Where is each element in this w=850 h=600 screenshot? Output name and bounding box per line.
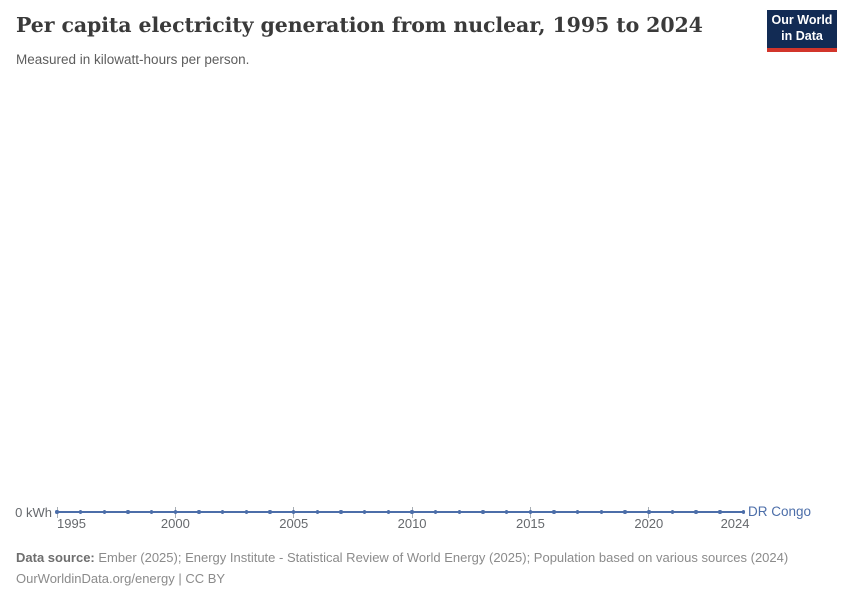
footer-links-line: OurWorldinData.org/energy | CC BY <box>16 569 816 590</box>
data-point-marker <box>386 510 391 514</box>
x-axis-tick-label: 2000 <box>160 516 190 531</box>
footer-license[interactable]: CC BY <box>185 570 226 586</box>
data-point-marker <box>599 510 604 514</box>
data-point-marker <box>623 510 627 514</box>
x-axis-tick-label: 2010 <box>397 516 427 531</box>
data-point-marker <box>55 510 59 514</box>
data-point-marker <box>741 510 746 514</box>
data-point-marker <box>78 510 83 514</box>
data-point-marker <box>718 510 722 514</box>
data-point-marker <box>221 510 225 514</box>
data-point-marker <box>363 510 367 514</box>
data-point-marker <box>102 510 107 514</box>
data-source-text: Ember (2025); Energy Institute - Statist… <box>94 550 789 565</box>
data-point-marker <box>149 510 154 514</box>
series-line-dr-congo <box>57 511 744 513</box>
data-point-marker <box>694 510 698 514</box>
x-axis-tick-label: 2024 <box>720 516 750 531</box>
x-axis-tick-label: 2005 <box>279 516 309 531</box>
data-point-marker <box>505 510 509 514</box>
chart-title: Per capita electricity generation from n… <box>16 13 703 37</box>
data-point-marker <box>126 510 130 514</box>
data-point-marker <box>457 510 462 514</box>
footer: Data source: Ember (2025); Energy Instit… <box>16 548 816 589</box>
data-point-marker <box>528 510 533 514</box>
data-point-marker <box>410 510 414 514</box>
logo-text-line1: Our World <box>771 13 833 28</box>
data-point-marker <box>552 510 556 514</box>
x-axis-tick-label: 1995 <box>57 516 86 531</box>
data-point-marker <box>173 510 178 514</box>
y-axis-tick-label: 0 kWh <box>15 505 52 520</box>
data-point-marker <box>244 510 249 514</box>
data-point-marker <box>339 510 343 514</box>
logo-text-line2: in Data <box>781 29 823 43</box>
footer-separator: | <box>174 570 186 586</box>
series-label-dr-congo[interactable]: DR Congo <box>748 504 812 519</box>
data-source-label: Data source: <box>16 550 95 565</box>
data-point-marker <box>292 510 296 514</box>
data-point-marker <box>434 510 438 514</box>
data-source-line: Data source: Ember (2025); Energy Instit… <box>16 548 816 569</box>
data-point-marker <box>268 510 272 514</box>
chart-subtitle: Measured in kilowatt-hours per person. <box>16 52 250 67</box>
owid-logo[interactable]: Our World in Data <box>767 10 837 52</box>
data-point-marker <box>315 510 320 514</box>
footer-url[interactable]: OurWorldinData.org/energy <box>16 570 175 586</box>
data-point-marker <box>576 510 580 514</box>
data-point-marker <box>481 510 485 514</box>
data-point-marker <box>647 510 651 514</box>
data-point-marker <box>197 510 201 514</box>
x-axis-tick-label: 2020 <box>634 516 664 531</box>
data-point-marker <box>670 510 675 514</box>
x-axis-tick-label: 2015 <box>515 516 545 531</box>
